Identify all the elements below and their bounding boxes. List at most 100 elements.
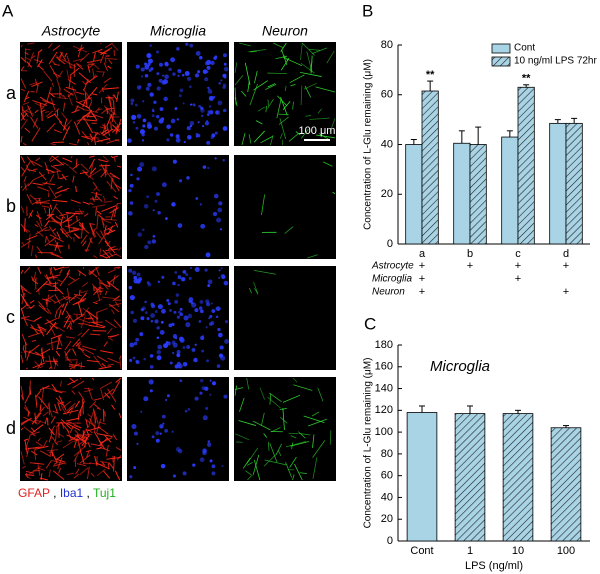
cell [206, 119, 209, 122]
fiber [51, 155, 65, 166]
cell [159, 62, 163, 67]
fiber [67, 407, 73, 414]
fiber [90, 131, 99, 143]
cell [216, 217, 222, 223]
fiber [69, 405, 75, 416]
y-tick-label: 80 [381, 448, 393, 460]
fiber [20, 385, 25, 401]
cell [154, 310, 158, 313]
cell [221, 464, 224, 467]
cell [159, 329, 165, 335]
fiber [259, 387, 265, 400]
cell [163, 96, 168, 102]
fiber [91, 377, 95, 381]
micrograph [127, 155, 229, 259]
fiber [246, 462, 253, 466]
fiber [73, 473, 80, 479]
y-tick-label: 80 [381, 39, 393, 51]
fiber [20, 354, 24, 364]
cell [187, 313, 193, 319]
fiber [48, 220, 63, 224]
fiber [75, 62, 83, 67]
fiber [21, 333, 28, 346]
stain-name: Tuj1 [93, 486, 116, 500]
cell [135, 360, 140, 365]
cell [139, 332, 144, 337]
fiber [49, 65, 59, 79]
fiber [55, 350, 61, 357]
fiber [60, 224, 64, 234]
fiber [49, 174, 55, 183]
fiber [278, 450, 282, 457]
fiber [25, 164, 31, 172]
cell [194, 266, 200, 272]
fiber [116, 455, 122, 461]
fiber [92, 52, 96, 62]
column-title: Microglia [150, 23, 206, 39]
fiber [55, 215, 62, 221]
cell [164, 74, 169, 80]
fiber [25, 470, 34, 474]
fiber [49, 234, 64, 243]
fiber [44, 229, 51, 232]
fiber [92, 68, 95, 78]
fiber [312, 457, 318, 479]
fiber [103, 225, 107, 234]
fiber [280, 42, 287, 52]
fiber [72, 226, 84, 231]
fiber [102, 296, 115, 300]
cell [189, 103, 193, 106]
fiber [29, 212, 33, 217]
cell [131, 114, 137, 120]
fiber [87, 106, 98, 121]
cell [164, 217, 168, 220]
fiber [43, 207, 47, 214]
cell [193, 357, 198, 363]
y-axis-title: Concentration of L-Glu remaining (μM) [363, 59, 374, 230]
cell [208, 95, 214, 101]
fiber [68, 66, 74, 69]
cell [222, 73, 227, 78]
row-label: b [6, 196, 16, 216]
cell [148, 68, 152, 72]
fiber [238, 420, 256, 426]
fiber [92, 181, 98, 188]
fiber [32, 174, 45, 181]
fiber [24, 435, 31, 450]
fiber [99, 446, 110, 452]
cell [172, 474, 177, 478]
fiber [54, 242, 59, 252]
cell [149, 365, 154, 369]
fiber [90, 333, 101, 336]
fiber [311, 411, 320, 417]
fiber [34, 316, 42, 322]
fiber [113, 266, 120, 269]
fiber [102, 155, 110, 162]
fiber [282, 407, 285, 430]
fiber [317, 108, 322, 114]
fiber [114, 301, 120, 308]
fiber [51, 451, 58, 463]
fiber [107, 335, 117, 338]
cell [139, 85, 142, 88]
cell [215, 110, 219, 114]
fiber [56, 231, 61, 240]
fiber [56, 334, 61, 350]
fiber [65, 315, 69, 319]
fiber [33, 168, 38, 171]
fiber [300, 85, 303, 106]
fiber [50, 142, 56, 146]
fiber [47, 276, 58, 280]
cell [213, 56, 217, 60]
cell [207, 86, 210, 89]
fiber [87, 311, 96, 324]
fiber [299, 472, 308, 475]
fiber [234, 433, 250, 441]
fiber [54, 440, 59, 446]
fiber [112, 175, 117, 178]
fiber [31, 450, 38, 456]
fiber [38, 396, 49, 410]
fiber [37, 288, 40, 295]
fiber [46, 213, 55, 216]
